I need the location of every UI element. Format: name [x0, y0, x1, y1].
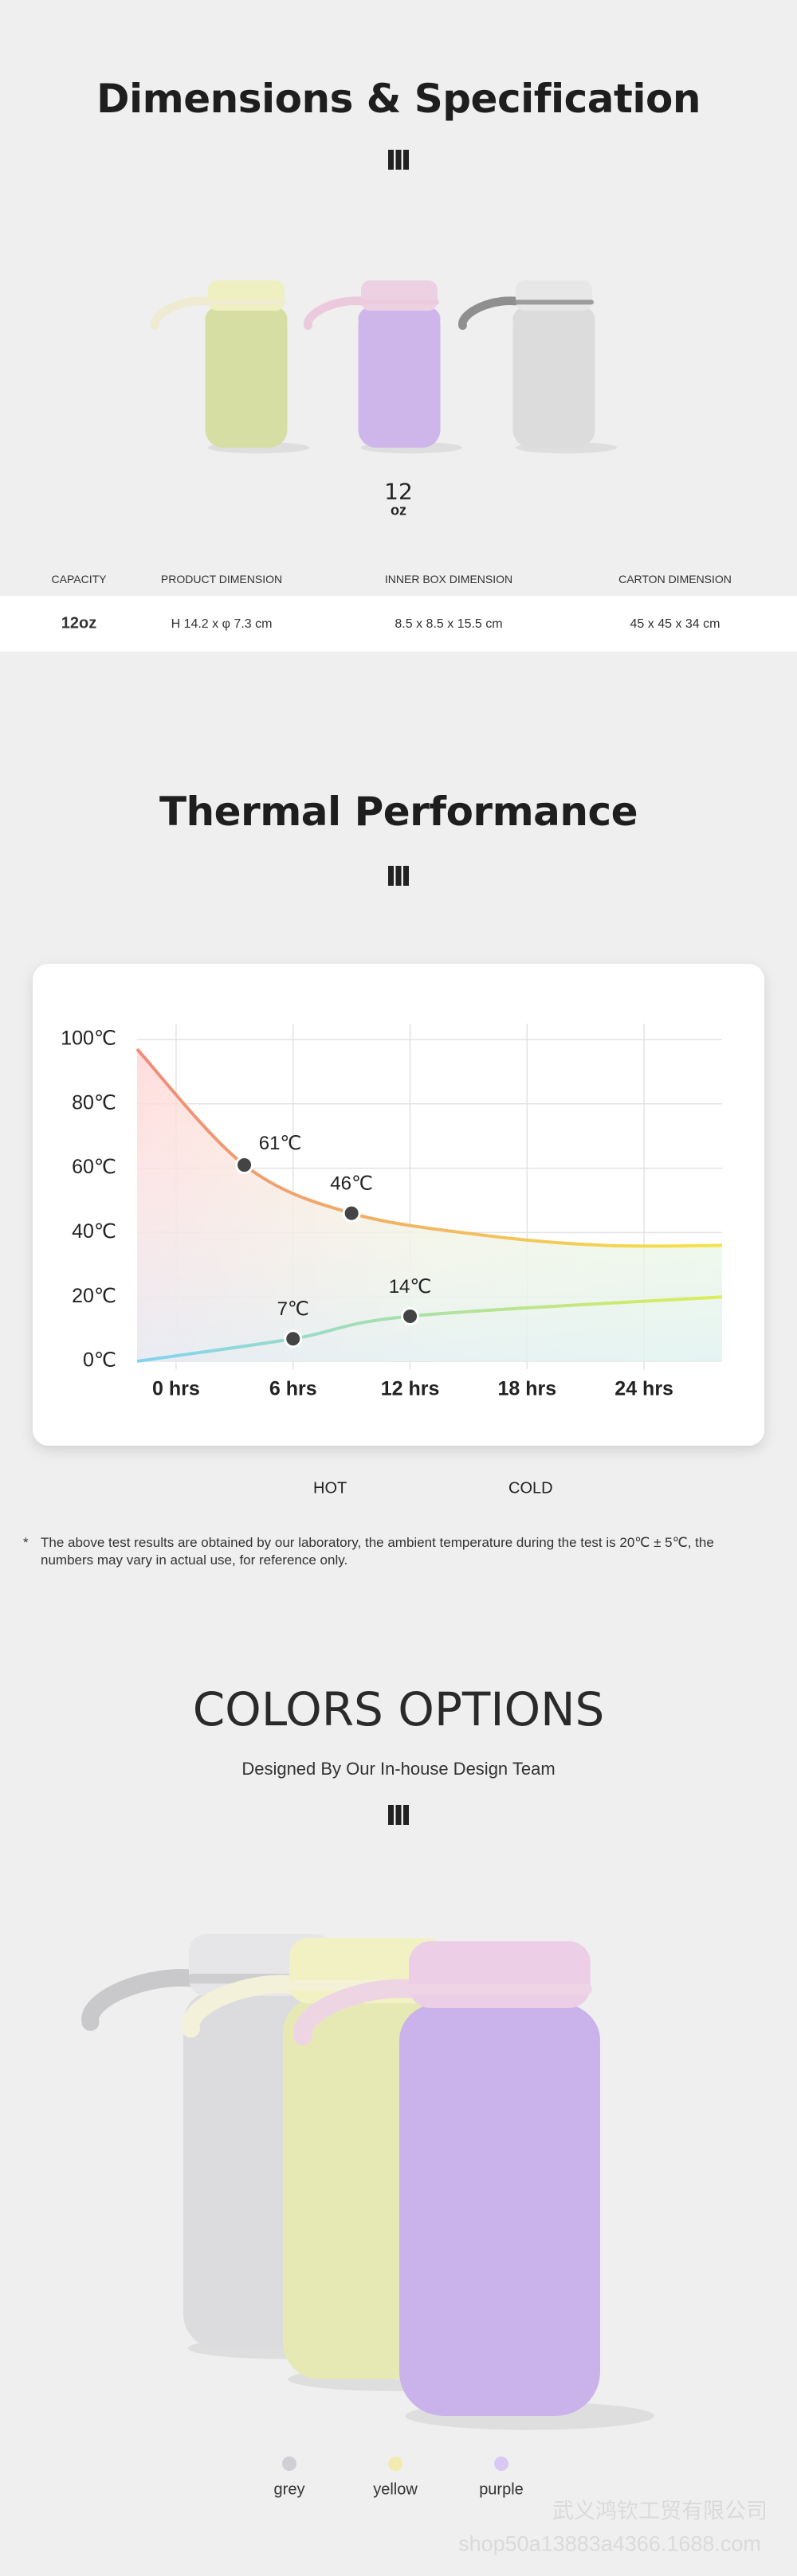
table-cell: 12oz — [61, 614, 97, 632]
x-tick-label: 6 hrs — [269, 1378, 317, 1400]
bottle-cap — [516, 280, 592, 311]
footnote-text: The above test results are obtained by o… — [41, 1535, 714, 1568]
capacity-unit: oz — [391, 502, 406, 519]
y-tick-label: 40℃ — [72, 1220, 116, 1243]
table-header: PRODUCT DIMENSION — [160, 573, 283, 585]
icon-bar — [395, 150, 402, 170]
table-header: CAPACITY — [51, 573, 107, 585]
bottle-cap — [409, 1941, 591, 2008]
icon-bar — [388, 866, 394, 886]
table-header: CARTON DIMENSION — [618, 573, 732, 585]
section-title: COLORS OPTIONS — [192, 1682, 605, 1736]
data-point — [342, 1204, 361, 1223]
table-cell: H 14.2 x φ 7.3 cm — [171, 617, 273, 631]
bottle-body — [358, 306, 441, 448]
table-row-band — [0, 596, 797, 652]
footnote: * The above test results are obtained by… — [23, 1534, 764, 1569]
x-tick-label: 18 hrs — [497, 1378, 556, 1400]
icon-bar — [388, 1805, 394, 1825]
icon-bar — [395, 866, 402, 886]
legend-label: HOT — [313, 1479, 347, 1497]
icon-bar — [403, 150, 409, 170]
y-tick-label: 60℃ — [72, 1156, 116, 1178]
bottle-cap — [361, 280, 438, 311]
data-point — [284, 1329, 303, 1349]
table-cell: 45 x 45 x 34 cm — [630, 617, 720, 631]
footnote-marker: * — [23, 1535, 29, 1550]
bottle-strap — [458, 296, 528, 331]
bottle-shoulder — [399, 2003, 600, 2078]
capacity-number: 12 — [384, 478, 413, 505]
section-title: Dimensions & Specification — [96, 76, 701, 122]
chart-legend: HOT COLD — [241, 1479, 553, 1497]
data-label: 46℃ — [330, 1173, 373, 1195]
section-title: Thermal Performance — [159, 789, 638, 835]
icon-bar — [403, 866, 409, 886]
table-header: INNER BOX DIMENSION — [384, 573, 513, 585]
bottle-body — [512, 306, 595, 448]
color-swatches: grey yellow purple — [274, 2457, 524, 2498]
data-point — [401, 1306, 420, 1325]
bottle-shoulder — [512, 306, 595, 332]
series-line — [136, 1295, 723, 1363]
section-icons — [388, 150, 409, 1825]
color-dot — [494, 2457, 508, 2471]
bottle-body — [205, 306, 288, 448]
bottle-band — [407, 1983, 592, 1995]
bottle-strap — [293, 1979, 426, 2046]
thermal-chart: 0℃ 20℃ 40℃ 60℃ 80℃ 100℃ 0 hrs 6 hrs 12 hrs 18 hrs… — [61, 1024, 723, 1400]
watermark: 武义鸿钦工贸有限公司 — [552, 2499, 768, 2523]
y-tick-label: 100℃ — [61, 1028, 116, 1050]
legend-label: COLD — [508, 1479, 553, 1497]
bottle-band — [359, 299, 439, 305]
x-tick-label: 12 hrs — [381, 1378, 440, 1400]
data-label: 7℃ — [277, 1298, 309, 1320]
x-tick-label: 24 hrs — [614, 1378, 673, 1400]
y-tick-label: 0℃ — [83, 1349, 116, 1372]
y-tick-label: 80℃ — [72, 1091, 116, 1114]
bottle-strap — [151, 296, 221, 331]
bottles — [81, 280, 655, 2430]
icon-bar — [388, 150, 394, 170]
section-subtitle: Designed By Our In-house Design Team — [241, 1759, 556, 1779]
bottle-band — [514, 299, 594, 305]
bottle-body — [399, 2003, 600, 2416]
bottle-shoulder — [205, 306, 288, 332]
bottle-strap — [304, 296, 374, 331]
bottle-band — [206, 299, 286, 305]
color-name: purple — [479, 2480, 524, 2498]
color-name: yellow — [373, 2480, 418, 2498]
watermark: shop50a13883a4366.1688.com — [458, 2531, 761, 2556]
icon-bar — [395, 1805, 402, 1825]
bottle-shoulder — [358, 306, 441, 332]
table-cell: 8.5 x 8.5 x 15.5 cm — [395, 617, 503, 631]
series-line — [135, 1047, 723, 1248]
x-tick-label: 0 hrs — [152, 1378, 200, 1400]
bottle-strap — [181, 1975, 307, 2038]
data-label: 61℃ — [259, 1133, 302, 1154]
bottle-cap — [208, 280, 285, 311]
color-dot — [282, 2457, 296, 2471]
color-dot — [388, 2457, 402, 2471]
data-label: 14℃ — [389, 1276, 432, 1298]
icon-bar — [403, 1805, 409, 1825]
y-tick-label: 20℃ — [72, 1285, 116, 1307]
hot-area-fade — [137, 1049, 722, 1361]
bottle-strap — [81, 1969, 206, 2031]
data-point — [235, 1156, 254, 1175]
color-name: grey — [274, 2480, 305, 2498]
